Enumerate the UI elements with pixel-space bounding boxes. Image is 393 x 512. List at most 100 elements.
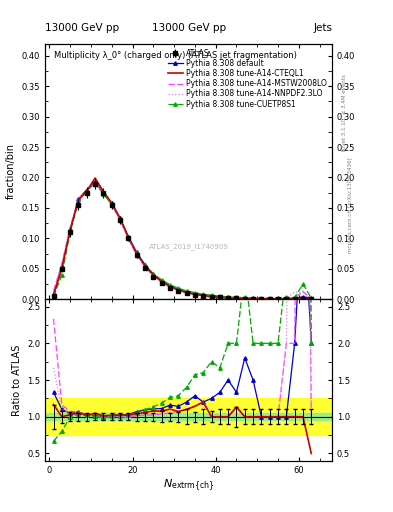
Pythia 8.308 tune-A14-CTEQL1: [242, 295, 247, 302]
Line: Pythia 8.308 tune-A14-NNPDF2.3LO: Pythia 8.308 tune-A14-NNPDF2.3LO: [53, 182, 311, 298]
Pythia 8.308 tune-A14-MSTW2008LO: [93, 180, 97, 186]
Pythia 8.308 tune-A14-MSTW2008LO: [267, 295, 272, 302]
Pythia 8.308 tune-A14-MSTW2008LO: [226, 295, 231, 301]
Pythia 8.308 default: [84, 186, 89, 193]
Pythia 8.308 tune-A14-CTEQL1: [301, 295, 305, 302]
Pythia 8.308 tune-CUETP8S1: [176, 285, 181, 291]
Pythia 8.308 default: [259, 295, 264, 302]
Pythia 8.308 tune-A14-MSTW2008LO: [234, 295, 239, 301]
Pythia 8.308 tune-A14-CTEQL1: [151, 272, 156, 278]
Pythia 8.308 tune-A14-CTEQL1: [76, 197, 81, 203]
Pythia 8.308 tune-A14-MSTW2008LO: [59, 261, 64, 267]
Pythia 8.308 tune-A14-CTEQL1: [251, 295, 255, 302]
Pythia 8.308 tune-A14-MSTW2008LO: [242, 295, 247, 302]
Pythia 8.308 tune-A14-MSTW2008LO: [84, 187, 89, 194]
Pythia 8.308 tune-CUETP8S1: [284, 294, 289, 301]
Pythia 8.308 tune-A14-NNPDF2.3LO: [126, 234, 131, 241]
Pythia 8.308 tune-A14-CTEQL1: [259, 295, 264, 302]
Pythia 8.308 tune-A14-MSTW2008LO: [109, 202, 114, 208]
Pythia 8.308 tune-A14-NNPDF2.3LO: [259, 295, 264, 302]
Pythia 8.308 tune-A14-CTEQL1: [167, 284, 172, 290]
Pythia 8.308 tune-CUETP8S1: [217, 293, 222, 300]
Y-axis label: Ratio to ATLAS: Ratio to ATLAS: [12, 345, 22, 416]
Pythia 8.308 tune-A14-MSTW2008LO: [259, 295, 264, 302]
Pythia 8.308 tune-A14-MSTW2008LO: [176, 287, 181, 293]
Pythia 8.308 tune-A14-CTEQL1: [126, 234, 131, 240]
Pythia 8.308 tune-A14-CTEQL1: [134, 250, 139, 257]
Pythia 8.308 tune-A14-NNPDF2.3LO: [301, 289, 305, 295]
Pythia 8.308 default: [292, 295, 297, 301]
Pythia 8.308 tune-A14-NNPDF2.3LO: [217, 294, 222, 301]
Pythia 8.308 default: [284, 295, 289, 302]
Pythia 8.308 tune-A14-NNPDF2.3LO: [284, 295, 289, 301]
Pythia 8.308 tune-A14-CTEQL1: [275, 295, 280, 302]
Legend: ATLAS, Pythia 8.308 default, Pythia 8.308 tune-A14-CTEQL1, Pythia 8.308 tune-A14: ATLAS, Pythia 8.308 default, Pythia 8.30…: [166, 47, 328, 110]
Pythia 8.308 tune-A14-CTEQL1: [234, 295, 239, 301]
Pythia 8.308 tune-A14-NNPDF2.3LO: [68, 226, 72, 232]
Pythia 8.308 default: [267, 295, 272, 302]
Pythia 8.308 tune-CUETP8S1: [109, 201, 114, 207]
Pythia 8.308 tune-A14-MSTW2008LO: [134, 252, 139, 258]
Pythia 8.308 default: [167, 283, 172, 289]
Pythia 8.308 default: [193, 291, 197, 297]
Pythia 8.308 tune-CUETP8S1: [159, 276, 164, 283]
Pythia 8.308 tune-CUETP8S1: [301, 281, 305, 287]
Pythia 8.308 tune-A14-CTEQL1: [226, 295, 231, 301]
Line: Pythia 8.308 tune-CUETP8S1: Pythia 8.308 tune-CUETP8S1: [52, 181, 313, 300]
Pythia 8.308 default: [93, 179, 97, 185]
Pythia 8.308 tune-CUETP8S1: [209, 292, 214, 298]
Pythia 8.308 tune-A14-MSTW2008LO: [167, 284, 172, 290]
Pythia 8.308 tune-A14-NNPDF2.3LO: [167, 284, 172, 290]
Pythia 8.308 tune-CUETP8S1: [167, 282, 172, 288]
Pythia 8.308 tune-CUETP8S1: [118, 216, 122, 222]
Pythia 8.308 default: [309, 295, 314, 301]
Pythia 8.308 tune-A14-MSTW2008LO: [51, 288, 56, 294]
Pythia 8.308 tune-CUETP8S1: [242, 294, 247, 301]
Pythia 8.308 tune-A14-CTEQL1: [118, 215, 122, 221]
Pythia 8.308 default: [76, 196, 81, 202]
Pythia 8.308 tune-A14-MSTW2008LO: [184, 289, 189, 295]
Pythia 8.308 tune-A14-MSTW2008LO: [301, 288, 305, 294]
Pythia 8.308 tune-CUETP8S1: [275, 295, 280, 301]
Text: Multiplicity λ_0° (charged only) (ATLAS jet fragmentation): Multiplicity λ_0° (charged only) (ATLAS …: [54, 51, 297, 60]
Pythia 8.308 tune-A14-MSTW2008LO: [76, 196, 81, 202]
Pythia 8.308 default: [118, 215, 122, 221]
Pythia 8.308 tune-A14-CTEQL1: [159, 279, 164, 285]
Pythia 8.308 tune-A14-CTEQL1: [184, 289, 189, 295]
Pythia 8.308 tune-A14-CTEQL1: [143, 263, 147, 269]
Pythia 8.308 tune-A14-MSTW2008LO: [217, 294, 222, 301]
Pythia 8.308 tune-A14-MSTW2008LO: [159, 279, 164, 285]
Pythia 8.308 tune-A14-NNPDF2.3LO: [234, 295, 239, 301]
Pythia 8.308 tune-CUETP8S1: [193, 289, 197, 295]
X-axis label: $N_{\rm extrm\{ch\}}$: $N_{\rm extrm\{ch\}}$: [163, 477, 215, 494]
Pythia 8.308 tune-A14-CTEQL1: [101, 188, 106, 195]
Pythia 8.308 tune-A14-NNPDF2.3LO: [84, 187, 89, 194]
Text: ATLAS_2019_I1740909: ATLAS_2019_I1740909: [149, 243, 229, 250]
Pythia 8.308 tune-A14-CTEQL1: [51, 292, 56, 298]
Line: Pythia 8.308 tune-A14-MSTW2008LO: Pythia 8.308 tune-A14-MSTW2008LO: [53, 183, 311, 298]
Pythia 8.308 tune-CUETP8S1: [267, 295, 272, 301]
Pythia 8.308 tune-CUETP8S1: [51, 294, 56, 300]
Line: Pythia 8.308 default: Pythia 8.308 default: [52, 180, 313, 301]
Pythia 8.308 tune-A14-NNPDF2.3LO: [151, 272, 156, 279]
Pythia 8.308 tune-A14-CTEQL1: [217, 294, 222, 301]
Pythia 8.308 tune-CUETP8S1: [126, 233, 131, 240]
Pythia 8.308 tune-A14-NNPDF2.3LO: [59, 263, 64, 269]
Pythia 8.308 tune-A14-CTEQL1: [201, 292, 206, 298]
Pythia 8.308 tune-A14-NNPDF2.3LO: [267, 295, 272, 302]
Pythia 8.308 tune-A14-NNPDF2.3LO: [109, 201, 114, 207]
Pythia 8.308 tune-A14-NNPDF2.3LO: [76, 196, 81, 202]
Pythia 8.308 default: [126, 233, 131, 240]
Pythia 8.308 tune-A14-NNPDF2.3LO: [93, 179, 97, 185]
Pythia 8.308 tune-A14-CTEQL1: [267, 295, 272, 302]
Pythia 8.308 default: [151, 271, 156, 278]
Pythia 8.308 default: [51, 291, 56, 297]
Pythia 8.308 default: [176, 286, 181, 292]
Pythia 8.308 tune-A14-CTEQL1: [109, 200, 114, 206]
Pythia 8.308 tune-A14-MSTW2008LO: [143, 264, 147, 270]
Pythia 8.308 tune-A14-CTEQL1: [59, 266, 64, 272]
Pythia 8.308 tune-A14-MSTW2008LO: [118, 217, 122, 223]
Pythia 8.308 tune-CUETP8S1: [143, 262, 147, 268]
Pythia 8.308 tune-A14-MSTW2008LO: [126, 236, 131, 242]
Pythia 8.308 tune-CUETP8S1: [292, 294, 297, 301]
